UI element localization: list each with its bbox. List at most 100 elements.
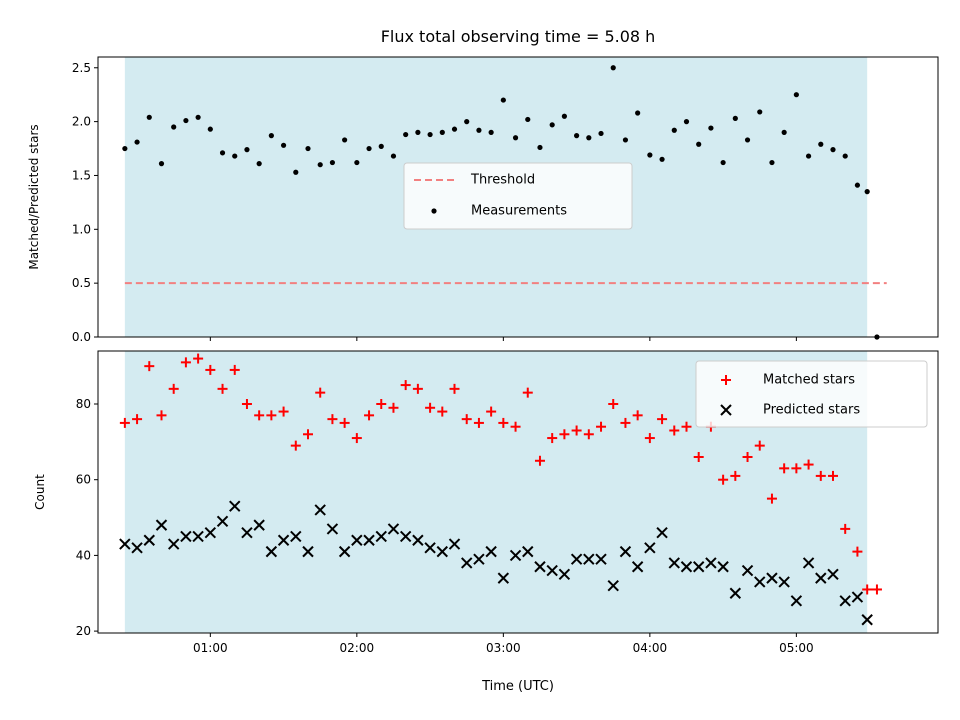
- predicted-star-point-b: [180, 530, 192, 543]
- matched-star-point: [290, 440, 301, 451]
- x-tick-label: 04:00: [633, 641, 668, 655]
- predicted-star-point-b: [570, 553, 583, 565]
- predicted-star-point: [595, 553, 607, 565]
- matched-star-point: [339, 417, 350, 428]
- predicted-star-point-b: [473, 553, 485, 565]
- predicted-star-point: [607, 579, 619, 592]
- predicted-star-point-b: [631, 561, 644, 573]
- predicted-star-point: [399, 530, 412, 543]
- predicted-star-point: [668, 557, 680, 569]
- predicted-star-point: [302, 545, 314, 558]
- matched-star-point: [730, 470, 741, 481]
- legend-predicted-swatch: [720, 404, 732, 416]
- chart-title: Flux total observing time = 5.08 h: [381, 27, 656, 46]
- measurement-point: [549, 122, 555, 128]
- measurement-point: [757, 109, 763, 115]
- predicted-star-point: [534, 561, 546, 573]
- measurement-point: [659, 156, 665, 162]
- predicted-star-point: [644, 542, 656, 554]
- predicted-star-point: [119, 538, 131, 550]
- measurement-point: [171, 124, 177, 130]
- matched-star-point: [168, 383, 179, 394]
- matched-star-point: [266, 410, 277, 421]
- predicted-star-point-b: [815, 572, 827, 584]
- predicted-star-point-b: [485, 545, 497, 558]
- matched-star-point: [766, 493, 777, 504]
- predicted-star-point: [729, 587, 742, 599]
- measurement-point: [305, 145, 311, 152]
- measurement-point: [769, 159, 775, 166]
- predicted-star-point: [180, 530, 192, 543]
- predicted-star-point: [692, 561, 705, 573]
- measurement-point: [622, 137, 629, 143]
- measurement-point: [268, 133, 274, 139]
- matched-star-point: [303, 429, 313, 440]
- top-panel: 0.0 0.5 1.0 1.5 2.0 2.5 Matched/Predicted star…: [27, 27, 939, 344]
- legend-measurements-swatch: [431, 208, 437, 214]
- matched-star-point: [180, 357, 191, 368]
- predicted-star-point: [827, 568, 839, 581]
- measurement-point: [329, 159, 336, 166]
- predicted-star-point-b: [668, 557, 680, 569]
- measurement-point: [500, 97, 506, 103]
- matched-star-point: [351, 433, 362, 444]
- predicted-star-point: [741, 564, 754, 577]
- predicted-star-point: [338, 545, 351, 558]
- predicted-star-point: [631, 561, 644, 573]
- predicted-star-point-b: [619, 545, 632, 558]
- measurement-point: [256, 161, 262, 167]
- measurement-point: [781, 129, 787, 135]
- predicted-star-point: [570, 553, 583, 565]
- matched-star-point: [559, 429, 570, 440]
- matched-star-point: [119, 417, 130, 428]
- predicted-star-point: [363, 534, 375, 546]
- predicted-star-point: [314, 504, 326, 516]
- predicted-star-point-b: [790, 595, 803, 607]
- matched-star-point: [217, 383, 228, 394]
- matched-star-point: [571, 425, 582, 436]
- measurement-point: [476, 127, 482, 133]
- plot-frame: [97, 350, 939, 634]
- predicted-star-point-b: [461, 557, 473, 569]
- matched-star-point: [840, 523, 851, 534]
- measurement-point: [354, 159, 360, 166]
- predicted-star-point: [839, 595, 851, 607]
- measurement-point: [158, 161, 165, 167]
- y-tick-label: 2.5: [72, 61, 91, 75]
- y-axis-label: Count: [33, 474, 47, 510]
- predicted-star-point: [229, 500, 241, 512]
- matched-star-point: [412, 383, 423, 394]
- predicted-star-point: [656, 526, 668, 539]
- predicted-star-point-b: [778, 576, 790, 588]
- predicted-star-point: [473, 553, 485, 565]
- predicted-star-point-b: [290, 530, 302, 543]
- matched-star-point: [681, 421, 692, 432]
- x-tick-label: 05:00: [779, 641, 814, 655]
- predicted-star-point: [412, 534, 424, 546]
- matched-star-point: [608, 398, 619, 409]
- predicted-star-point-b: [131, 542, 143, 554]
- plot-frame: [97, 56, 939, 338]
- matched-star-point: [522, 387, 533, 398]
- y-tick-label: 60: [76, 473, 91, 487]
- predicted-star-point: [448, 538, 461, 550]
- measurement-point: [598, 130, 604, 137]
- predicted-star-point-b: [644, 542, 656, 554]
- predicted-star-point: [143, 534, 155, 546]
- matched-star-point: [828, 470, 838, 481]
- matched-star-point: [156, 410, 167, 421]
- matched-star-point: [327, 414, 338, 425]
- measurement-point: [830, 147, 836, 153]
- predicted-star-point: [705, 557, 717, 569]
- legend-matched-swatch: [721, 375, 731, 385]
- predicted-star-point: [509, 549, 522, 562]
- predicted-star-point: [204, 526, 217, 539]
- predicted-star-point-b: [656, 526, 668, 539]
- measurement-point: [451, 126, 458, 132]
- predicted-star-point: [717, 561, 729, 573]
- measurement-point: [183, 117, 189, 124]
- measurement-point: [366, 145, 372, 152]
- predicted-star-point-b: [839, 595, 851, 607]
- predicted-star-point: [326, 523, 339, 535]
- matched-star-point: [620, 417, 631, 428]
